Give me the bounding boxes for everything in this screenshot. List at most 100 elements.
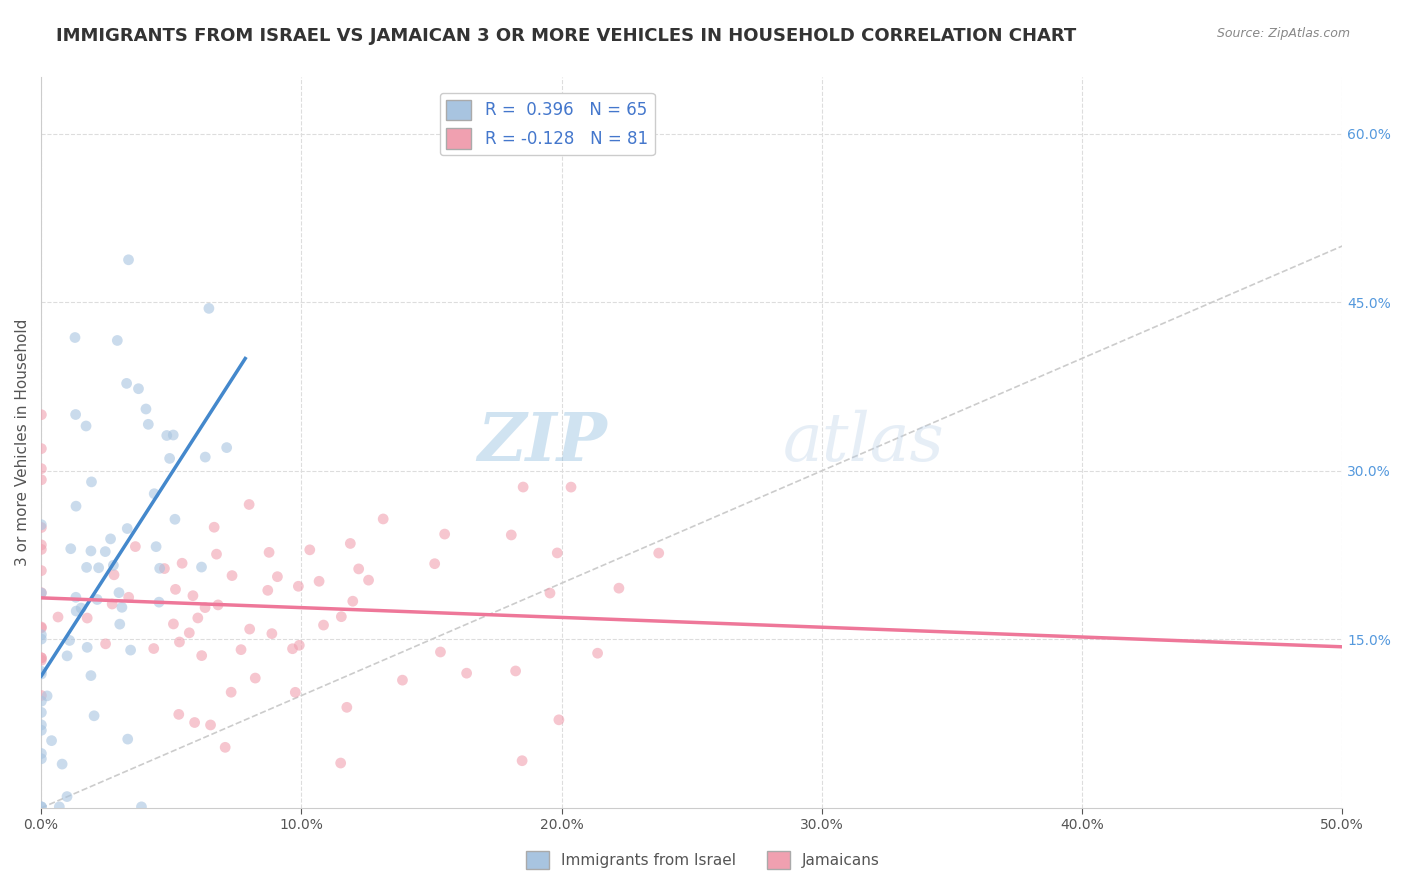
- Point: [194, 600, 217, 615]
- Point: [30, 667, 52, 681]
- Point: [312, 618, 335, 632]
- Point: [30, 747, 52, 761]
- Point: [30, 653, 52, 667]
- Point: [41, 733, 63, 747]
- Point: [51, 757, 73, 772]
- Point: [198, 301, 221, 316]
- Point: [167, 707, 190, 722]
- Point: [105, 334, 128, 348]
- Point: [63, 330, 86, 344]
- Point: [108, 617, 131, 632]
- Legend: Immigrants from Israel, Jamaicans: Immigrants from Israel, Jamaicans: [520, 845, 886, 875]
- Point: [58, 633, 80, 648]
- Point: [142, 641, 165, 656]
- Point: [70, 601, 93, 615]
- Point: [505, 664, 527, 678]
- Point: [357, 573, 380, 587]
- Point: [30, 723, 52, 738]
- Point: [200, 718, 222, 732]
- Point: [423, 557, 446, 571]
- Point: [30, 718, 52, 732]
- Point: [560, 480, 582, 494]
- Point: [30, 520, 52, 534]
- Point: [30, 689, 52, 703]
- Point: [190, 560, 212, 574]
- Point: [30, 650, 52, 665]
- Point: [260, 626, 283, 640]
- Point: [117, 732, 139, 747]
- Point: [94, 544, 117, 558]
- Point: [124, 540, 146, 554]
- Point: [281, 641, 304, 656]
- Point: [546, 546, 568, 560]
- Point: [111, 600, 134, 615]
- Point: [30, 585, 52, 599]
- Point: [373, 512, 395, 526]
- Point: [65, 591, 87, 605]
- Point: [46, 610, 69, 624]
- Point: [586, 646, 609, 660]
- Point: [30, 538, 52, 552]
- Point: [48, 800, 70, 814]
- Point: [30, 665, 52, 679]
- Point: [80, 544, 103, 558]
- Point: [239, 622, 262, 636]
- Point: [30, 461, 52, 475]
- Point: [87, 560, 110, 574]
- Point: [30, 620, 52, 634]
- Point: [181, 589, 204, 603]
- Point: [391, 673, 413, 688]
- Point: [30, 564, 52, 578]
- Point: [143, 486, 166, 500]
- Point: [148, 595, 170, 609]
- Point: [162, 428, 184, 442]
- Point: [219, 685, 242, 699]
- Point: [229, 642, 252, 657]
- Point: [347, 562, 370, 576]
- Point: [56, 789, 79, 804]
- Point: [94, 637, 117, 651]
- Point: [136, 417, 159, 432]
- Point: [30, 706, 52, 720]
- Point: [329, 756, 352, 770]
- Legend: R =  0.396   N = 65, R = -0.128   N = 81: R = 0.396 N = 65, R = -0.128 N = 81: [440, 93, 655, 155]
- Point: [30, 586, 52, 600]
- Point: [30, 651, 52, 665]
- Point: [159, 451, 181, 466]
- Point: [153, 561, 176, 575]
- Point: [103, 558, 125, 573]
- Point: [288, 638, 311, 652]
- Point: [266, 570, 288, 584]
- Point: [221, 568, 243, 582]
- Point: [30, 800, 52, 814]
- Point: [80, 668, 103, 682]
- Point: [30, 800, 52, 814]
- Point: [172, 556, 194, 570]
- Point: [648, 546, 671, 560]
- Point: [30, 442, 52, 456]
- Point: [298, 542, 321, 557]
- Point: [433, 527, 456, 541]
- Point: [165, 582, 187, 597]
- Point: [56, 648, 79, 663]
- Point: [257, 545, 280, 559]
- Point: [65, 499, 87, 513]
- Point: [287, 579, 309, 593]
- Point: [183, 715, 205, 730]
- Point: [30, 408, 52, 422]
- Point: [162, 617, 184, 632]
- Point: [135, 402, 157, 417]
- Point: [117, 252, 139, 267]
- Point: [120, 643, 142, 657]
- Point: [336, 700, 359, 714]
- Point: [512, 480, 534, 494]
- Point: [308, 574, 330, 589]
- Point: [30, 473, 52, 487]
- Point: [108, 585, 131, 599]
- Point: [83, 708, 105, 723]
- Text: ZIP: ZIP: [477, 410, 607, 475]
- Point: [149, 561, 172, 575]
- Point: [30, 621, 52, 635]
- Point: [30, 542, 52, 557]
- Point: [65, 604, 87, 618]
